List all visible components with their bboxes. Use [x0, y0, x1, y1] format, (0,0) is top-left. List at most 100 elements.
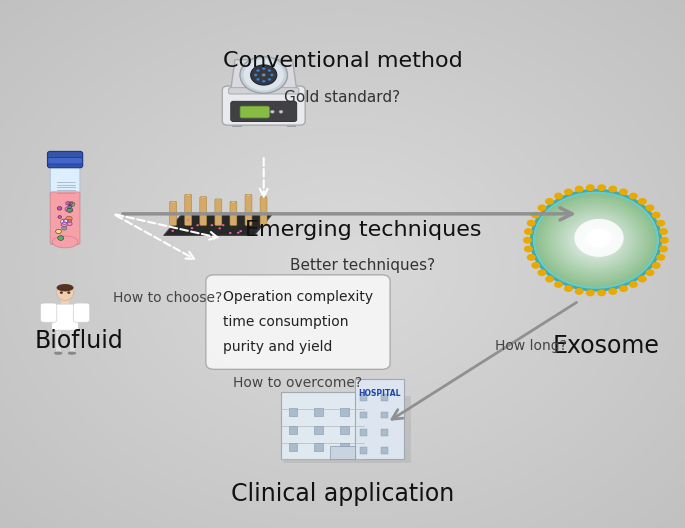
Text: HOSPITAL: HOSPITAL	[358, 389, 401, 398]
Text: Operation complexity
time consumption
purity and yield: Operation complexity time consumption pu…	[223, 290, 373, 354]
Circle shape	[523, 237, 532, 243]
Circle shape	[638, 198, 647, 205]
Bar	[288, 408, 297, 416]
Circle shape	[586, 232, 606, 248]
Ellipse shape	[57, 285, 73, 300]
FancyBboxPatch shape	[240, 106, 269, 118]
FancyBboxPatch shape	[48, 158, 82, 164]
Bar	[69, 331, 75, 353]
Circle shape	[555, 209, 637, 272]
FancyBboxPatch shape	[229, 88, 299, 94]
Circle shape	[619, 285, 628, 292]
Circle shape	[540, 197, 651, 283]
Circle shape	[545, 201, 647, 280]
Circle shape	[584, 231, 608, 250]
Circle shape	[534, 193, 658, 288]
Bar	[281, 392, 364, 459]
Circle shape	[536, 194, 656, 286]
Circle shape	[171, 230, 174, 232]
Circle shape	[574, 219, 623, 257]
Circle shape	[575, 288, 584, 295]
Circle shape	[608, 288, 617, 295]
Bar	[314, 408, 323, 416]
Circle shape	[256, 69, 260, 72]
Circle shape	[651, 262, 660, 269]
Circle shape	[69, 202, 75, 206]
Circle shape	[239, 230, 242, 232]
Circle shape	[538, 196, 653, 285]
Text: How long?: How long?	[495, 339, 566, 353]
Circle shape	[244, 60, 284, 90]
Polygon shape	[164, 213, 273, 235]
Circle shape	[527, 254, 536, 261]
Bar	[381, 447, 388, 454]
Circle shape	[279, 110, 283, 113]
Bar	[340, 426, 349, 434]
Bar	[340, 408, 349, 416]
Circle shape	[57, 206, 62, 210]
Bar	[360, 394, 367, 401]
Circle shape	[597, 289, 606, 296]
Ellipse shape	[52, 236, 78, 248]
Text: Better techniques?: Better techniques?	[290, 258, 436, 272]
Circle shape	[67, 220, 71, 222]
Bar	[381, 412, 388, 418]
Circle shape	[69, 202, 73, 205]
FancyBboxPatch shape	[170, 201, 177, 225]
Circle shape	[190, 227, 193, 229]
Circle shape	[543, 199, 649, 281]
Circle shape	[240, 56, 288, 93]
Circle shape	[608, 186, 617, 193]
Ellipse shape	[57, 284, 73, 291]
Text: Gold standard?: Gold standard?	[284, 90, 401, 105]
Ellipse shape	[246, 194, 251, 196]
Circle shape	[554, 193, 563, 200]
Circle shape	[660, 237, 669, 243]
Circle shape	[60, 291, 63, 294]
FancyBboxPatch shape	[200, 196, 207, 225]
Circle shape	[645, 269, 654, 276]
Circle shape	[588, 234, 604, 247]
Text: Emerging techniques: Emerging techniques	[245, 220, 482, 240]
Circle shape	[210, 224, 213, 226]
FancyBboxPatch shape	[260, 196, 267, 225]
Bar	[62, 298, 68, 304]
Ellipse shape	[261, 197, 266, 199]
Circle shape	[549, 204, 643, 277]
Circle shape	[571, 221, 621, 259]
Ellipse shape	[186, 194, 190, 196]
Ellipse shape	[216, 199, 221, 201]
Circle shape	[659, 228, 668, 235]
Circle shape	[645, 204, 654, 211]
Bar	[360, 447, 367, 454]
FancyBboxPatch shape	[73, 303, 90, 322]
FancyBboxPatch shape	[245, 194, 252, 225]
FancyBboxPatch shape	[40, 303, 57, 322]
Circle shape	[656, 254, 665, 261]
Circle shape	[559, 212, 633, 269]
Bar	[314, 426, 323, 434]
FancyBboxPatch shape	[231, 101, 297, 121]
Circle shape	[262, 80, 265, 82]
Circle shape	[538, 269, 547, 276]
Circle shape	[532, 262, 540, 269]
FancyBboxPatch shape	[50, 192, 80, 244]
Circle shape	[580, 228, 612, 253]
Circle shape	[524, 228, 533, 235]
Circle shape	[237, 232, 240, 234]
Circle shape	[590, 235, 602, 245]
Text: How to overcome?: How to overcome?	[234, 376, 362, 390]
Circle shape	[251, 65, 277, 85]
Circle shape	[62, 226, 67, 230]
FancyBboxPatch shape	[185, 194, 192, 225]
Bar	[55, 331, 61, 353]
Circle shape	[532, 212, 540, 219]
Circle shape	[66, 202, 71, 205]
Text: Biofluid: Biofluid	[34, 328, 123, 353]
Circle shape	[565, 216, 627, 264]
Circle shape	[256, 78, 260, 81]
Circle shape	[586, 184, 595, 191]
Bar	[232, 120, 240, 126]
Circle shape	[592, 237, 600, 243]
Circle shape	[553, 207, 639, 274]
